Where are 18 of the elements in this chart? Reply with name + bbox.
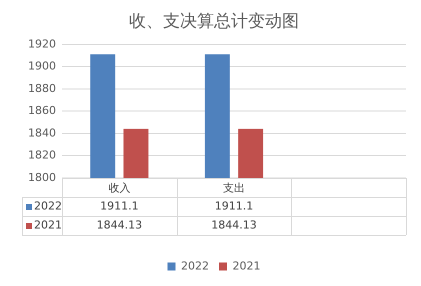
x-tick-label: 收入 bbox=[108, 181, 130, 194]
y-tick-label: 1840 bbox=[28, 126, 56, 140]
y-tick-label: 1880 bbox=[28, 82, 56, 95]
y-tick-label: 1860 bbox=[28, 104, 56, 118]
data-label: 1844.13 bbox=[96, 218, 142, 232]
y-tick-label: 1800 bbox=[28, 170, 56, 184]
y-tick-label: 1900 bbox=[28, 60, 56, 73]
data-label: 1844.13 bbox=[211, 218, 257, 232]
legend-label: 2021 bbox=[232, 259, 260, 272]
y-tick-label: 1820 bbox=[28, 148, 56, 162]
data-label: 1911.1 bbox=[214, 199, 254, 212]
data-label: 1911.1 bbox=[100, 199, 139, 212]
x-tick-label: 支出 bbox=[222, 181, 245, 194]
chart-title: 收、支决算总计变动图 bbox=[129, 12, 299, 32]
text: 2022 bbox=[34, 199, 62, 212]
text: 2021 bbox=[34, 218, 62, 232]
y-tick-label: 1920 bbox=[28, 37, 56, 50]
legend-label: 2022 bbox=[181, 259, 210, 272]
